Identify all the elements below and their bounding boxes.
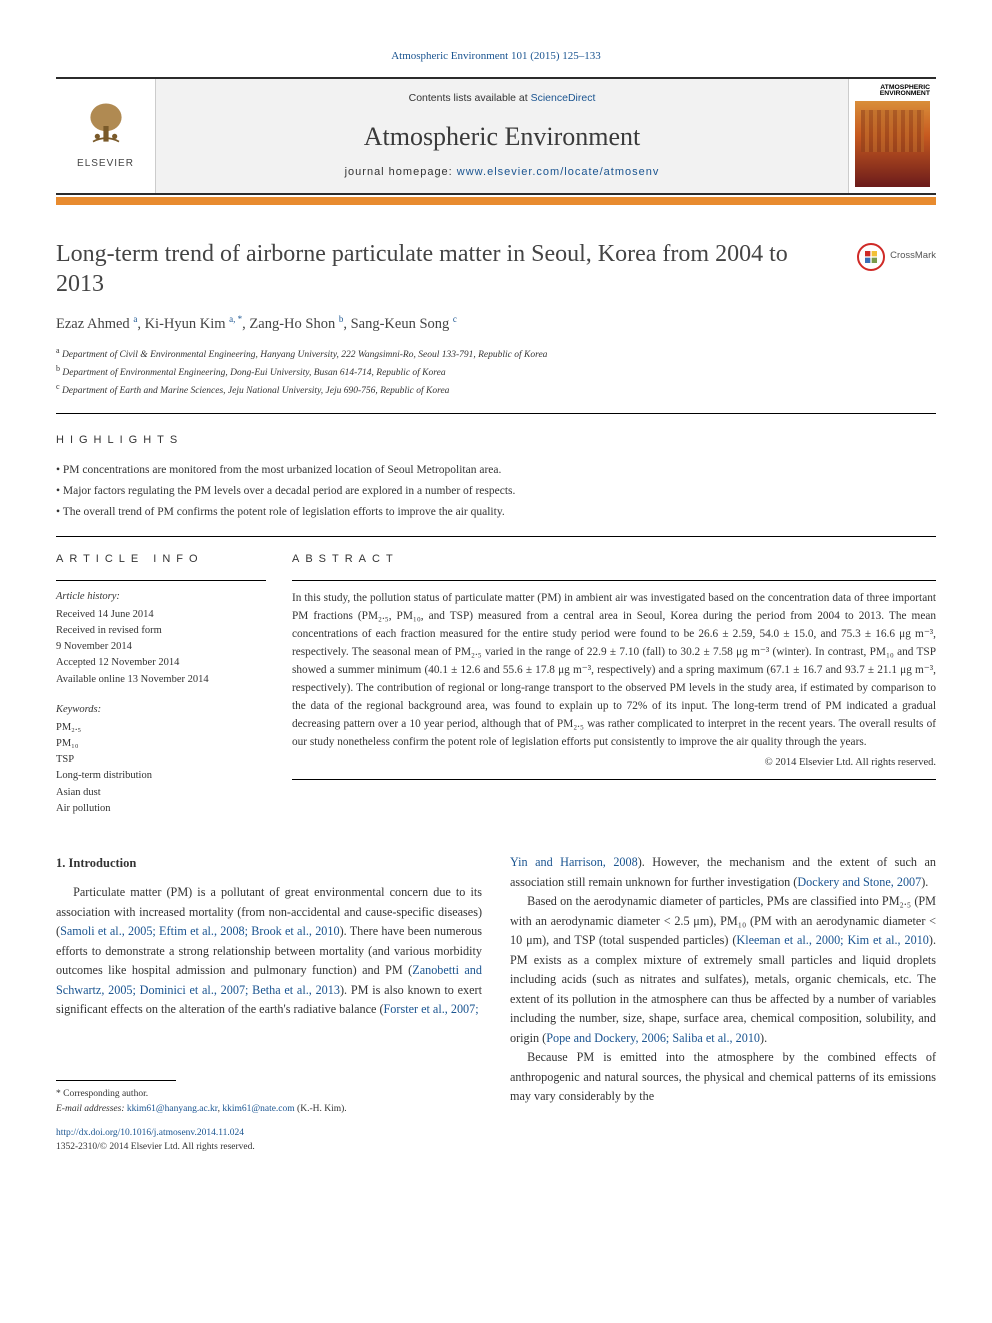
email-line: E-mail addresses: kkim61@hanyang.ac.kr, …: [56, 1102, 482, 1117]
footer-meta: http://dx.doi.org/10.1016/j.atmosenv.201…: [56, 1126, 482, 1155]
body-paragraph: Yin and Harrison, 2008). However, the me…: [510, 853, 936, 892]
journal-home-link[interactable]: www.elsevier.com/locate/atmosenv: [457, 166, 660, 178]
elsevier-wordmark: ELSEVIER: [77, 156, 134, 171]
keyword: PM₁₀: [56, 736, 266, 752]
doi-link[interactable]: http://dx.doi.org/10.1016/j.atmosenv.201…: [56, 1128, 244, 1138]
cover-image: [855, 101, 930, 186]
rule: [56, 536, 936, 537]
highlights-heading: HIGHLIGHTS: [56, 432, 936, 449]
journal-home-prefix: journal homepage:: [345, 166, 457, 178]
elsevier-tree-icon: [80, 100, 132, 152]
history-header: Article history:: [56, 589, 266, 605]
email-link[interactable]: kkim61@hanyang.ac.kr: [127, 1104, 218, 1114]
history-line: Received in revised form: [56, 623, 266, 639]
email-label: E-mail addresses:: [56, 1104, 127, 1114]
introduction-heading: 1. Introduction: [56, 853, 482, 873]
ref-link[interactable]: Forster et al., 2007;: [384, 1002, 479, 1016]
journal-homepage-line: journal homepage: www.elsevier.com/locat…: [345, 164, 660, 181]
orange-accent-bar: [56, 197, 936, 205]
history-line: 9 November 2014: [56, 639, 266, 655]
journal-name: Atmospheric Environment: [364, 117, 641, 156]
history-line: Received 14 June 2014: [56, 607, 266, 623]
corresponding-author: * Corresponding author.: [56, 1087, 482, 1102]
crossmark-icon: [857, 243, 885, 271]
highlights-list: PM concentrations are monitored from the…: [56, 460, 936, 522]
history-line: Accepted 12 November 2014: [56, 655, 266, 671]
text-run: (K.-H. Kim).: [295, 1104, 347, 1114]
keyword: Air pollution: [56, 801, 266, 817]
body-paragraph: Because PM is emitted into the atmospher…: [510, 1048, 936, 1107]
body-paragraph: Based on the aerodynamic diameter of par…: [510, 892, 936, 1048]
body-column-left: 1. Introduction Particulate matter (PM) …: [56, 853, 482, 1155]
keywords-header: Keywords:: [56, 702, 266, 718]
ref-link[interactable]: Dockery and Stone, 2007: [797, 875, 921, 889]
ref-link[interactable]: Pope and Dockery, 2006; Saliba et al., 2…: [546, 1031, 760, 1045]
contents-available-line: Contents lists available at ScienceDirec…: [409, 91, 596, 107]
crossmark-label: CrossMark: [890, 249, 936, 263]
text-run: ).: [760, 1031, 767, 1045]
sciencedirect-link[interactable]: ScienceDirect: [531, 92, 596, 104]
cover-title: ATMOSPHERIC ENVIRONMENT: [855, 85, 930, 99]
ref-link[interactable]: Yin and Harrison, 2008: [510, 855, 638, 869]
body-paragraph: Particulate matter (PM) is a pollutant o…: [56, 883, 482, 1020]
ref-link[interactable]: Samoli et al., 2005; Eftim et al., 2008;…: [60, 924, 340, 938]
history-line: Available online 13 November 2014: [56, 672, 266, 688]
keyword: PM₂.₅: [56, 720, 266, 736]
authors-line: Ezaz Ahmed a, Ki-Hyun Kim a, *, Zang-Ho …: [56, 313, 936, 336]
journal-header-band: ELSEVIER Contents lists available at Sci…: [56, 77, 936, 195]
ref-link[interactable]: Kleeman et al., 2000; Kim et al., 2010: [736, 933, 928, 947]
keywords-list: PM₂.₅ PM₁₀ TSP Long-term distribution As…: [56, 720, 266, 818]
rule: [56, 580, 266, 581]
journal-cover: ATMOSPHERIC ENVIRONMENT: [848, 79, 936, 193]
crossmark-badge[interactable]: CrossMark: [857, 243, 936, 271]
article-info-heading: ARTICLE INFO: [56, 551, 266, 568]
keyword: TSP: [56, 752, 266, 768]
article-title: Long-term trend of airborne particulate …: [56, 239, 816, 299]
affil-c: Department of Earth and Marine Sciences,…: [62, 386, 450, 396]
keyword: Asian dust: [56, 785, 266, 801]
highlight-item: Major factors regulating the PM levels o…: [56, 481, 936, 502]
issn-line: 1352-2310/© 2014 Elsevier Ltd. All right…: [56, 1140, 482, 1154]
highlight-item: The overall trend of PM confirms the pot…: [56, 502, 936, 523]
rule: [56, 413, 936, 414]
rule: [292, 580, 936, 581]
affil-b: Department of Environmental Engineering,…: [62, 368, 445, 378]
citation-link[interactable]: Atmospheric Environment 101 (2015) 125–1…: [391, 50, 601, 62]
copyright-line: © 2014 Elsevier Ltd. All rights reserved…: [292, 755, 936, 771]
citation-header: Atmospheric Environment 101 (2015) 125–1…: [56, 48, 936, 65]
abstract-heading: ABSTRACT: [292, 551, 936, 568]
abstract-text: In this study, the pollution status of p…: [292, 589, 936, 752]
affil-a: Department of Civil & Environmental Engi…: [62, 350, 548, 360]
affiliations: a Department of Civil & Environmental En…: [56, 345, 936, 399]
rule: [292, 779, 936, 780]
keyword: Long-term distribution: [56, 768, 266, 784]
elsevier-logo[interactable]: ELSEVIER: [56, 79, 156, 193]
text-run: ). PM exists as a complex mixture of ext…: [510, 933, 936, 1045]
text-run: ).: [921, 875, 928, 889]
email-link[interactable]: kkim61@nate.com: [222, 1104, 294, 1114]
contents-prefix: Contents lists available at: [409, 92, 531, 104]
article-history: Received 14 June 2014 Received in revise…: [56, 607, 266, 688]
footnote-rule: [56, 1080, 176, 1081]
body-column-right: Yin and Harrison, 2008). However, the me…: [510, 853, 936, 1155]
footnotes: * Corresponding author. E-mail addresses…: [56, 1087, 482, 1116]
highlight-item: PM concentrations are monitored from the…: [56, 460, 936, 481]
